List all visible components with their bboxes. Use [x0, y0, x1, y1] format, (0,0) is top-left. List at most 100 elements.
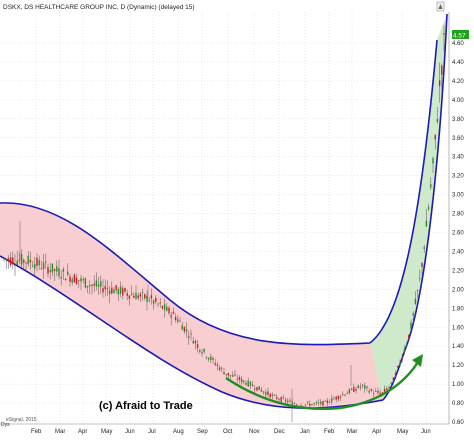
candle-down [438, 80, 441, 87]
candle-up [333, 398, 335, 400]
candle-down [383, 388, 386, 392]
candle-up [60, 277, 62, 279]
downtrend-upper-line [0, 202, 371, 346]
candle-layer [3, 25, 445, 422]
x-tick-label: Mar [55, 429, 65, 435]
candle-up [425, 220, 428, 227]
candle-up [20, 253, 23, 265]
candle-up [84, 278, 87, 288]
candle-down [381, 392, 384, 394]
candle-up [192, 340, 194, 344]
candle-down [40, 268, 43, 270]
candle-down [93, 283, 95, 286]
candle-up [181, 325, 183, 330]
y-tick-label: 4.20 [452, 79, 464, 85]
downtrend-channel-fill [0, 202, 383, 409]
watermark-text: (c) Afraid to Trade [99, 400, 193, 412]
candle-up [207, 357, 210, 360]
candle-down [397, 366, 399, 368]
candle-up [262, 391, 265, 393]
candle-up [236, 378, 238, 380]
candle-down [78, 280, 80, 282]
candle-up [67, 271, 69, 276]
y-tick-label: 3.00 [452, 193, 464, 199]
candle-up [430, 184, 432, 188]
candle-up [357, 385, 359, 389]
candle-up [223, 372, 225, 375]
candle-up [348, 389, 351, 394]
candle-down [401, 357, 403, 360]
candle-up [432, 157, 434, 164]
candle-down [353, 387, 355, 392]
candle-up [368, 390, 370, 393]
candle-down [335, 396, 337, 400]
candle-up [170, 314, 172, 318]
last-price-tag-bg [452, 30, 469, 39]
candle-down [128, 295, 131, 299]
candle-up [232, 375, 234, 377]
candle-up [311, 404, 313, 406]
x-tick-label: Aug [173, 429, 184, 435]
candle-up [317, 402, 320, 404]
chart-title: DSKX, DS HEALTHCARE GROUP INC, D (Dynami… [3, 4, 195, 11]
candle-down [278, 399, 280, 400]
candle-up [179, 320, 181, 322]
candle-up [100, 281, 102, 287]
x-tick-label: Jun [125, 429, 135, 435]
candle-down [355, 389, 357, 391]
candle-down [342, 394, 344, 396]
candle-up [243, 380, 245, 383]
candle-up [399, 362, 401, 365]
x-tick-label: Mar [347, 429, 357, 435]
candle-down [150, 295, 153, 299]
candle-down [159, 302, 161, 304]
candle-up [203, 348, 205, 353]
candle-up [3, 258, 5, 260]
candle-down [64, 278, 67, 281]
chevron-up-icon [438, 4, 443, 9]
y-tick-label: 3.80 [452, 117, 464, 123]
y-tick-label: 1.40 [452, 344, 464, 350]
candle-down [392, 377, 395, 383]
candle-up [86, 285, 89, 288]
candle-down [174, 317, 177, 320]
candle-down [238, 377, 241, 380]
candle-up [113, 289, 115, 294]
candle-up [152, 300, 155, 304]
candle-up [240, 378, 243, 383]
candle-up [366, 386, 368, 388]
candle-up [135, 292, 137, 300]
candle-down [168, 307, 170, 314]
candle-down [256, 386, 258, 391]
y-tick-label: 4.40 [452, 60, 464, 66]
candle-down [289, 400, 291, 402]
candle-down [45, 261, 47, 263]
candle-up [331, 398, 333, 402]
candle-down [386, 388, 388, 391]
candle-up [249, 381, 252, 386]
x-tick-label: May [101, 429, 112, 435]
candle-down [408, 334, 410, 339]
candle-up [108, 290, 111, 295]
candle-down [137, 295, 139, 299]
x-tick-label: Oct [223, 429, 233, 435]
candle-up [304, 404, 307, 406]
candle-up [146, 295, 148, 303]
x-tick-label: Feb [31, 429, 42, 435]
candle-down [375, 390, 377, 392]
x-tick-label: Apr [78, 429, 87, 435]
candle-down [245, 382, 247, 385]
candle-down [194, 341, 197, 344]
candle-down [29, 259, 32, 263]
x-tick-label: Feb [324, 429, 335, 435]
candle-down [7, 258, 10, 261]
y-tick-label: 3.20 [452, 174, 464, 180]
candle-up [95, 280, 98, 287]
candle-up [320, 401, 322, 404]
candle-up [403, 349, 406, 352]
x-tick-label: Dec [274, 429, 285, 435]
candle-down [190, 333, 192, 335]
candle-down [326, 400, 329, 403]
uptrend-upper-line [369, 39, 438, 344]
candle-down [421, 263, 423, 267]
